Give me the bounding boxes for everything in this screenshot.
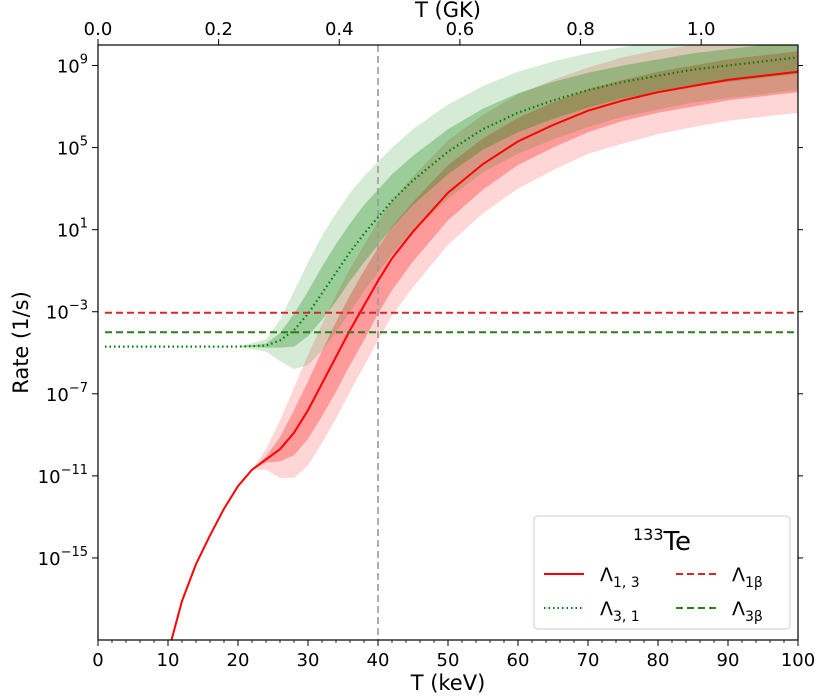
top-tick-label: 0.0 (84, 19, 113, 40)
series-lines (105, 56, 798, 640)
x-tick-label: 0 (92, 650, 103, 671)
legend-label-l31: Λ3, 1 (600, 598, 640, 625)
top-tick-label: 0.6 (446, 19, 475, 40)
top-tick-label: 0.2 (204, 19, 233, 40)
top-tick-label: 1.0 (687, 19, 716, 40)
x-tick-label: 50 (437, 650, 460, 671)
x-tick-label: 40 (367, 650, 390, 671)
x-tick-label: 20 (227, 650, 250, 671)
x-tick-label: 70 (577, 650, 600, 671)
top-x-axis-title: T (GK) (414, 0, 481, 22)
band-outer-l31 (105, 45, 798, 370)
series-line-l13 (170, 70, 798, 640)
x-tick-label: 80 (647, 650, 670, 671)
band-inner-l31 (105, 45, 798, 348)
legend-title-mass: 133 (633, 525, 664, 544)
legend-title-symbol: Te (663, 527, 691, 557)
legend-title: 133Te (633, 525, 691, 557)
top-tick-label: 0.8 (566, 19, 595, 40)
legend-entries: Λ1, 3 Λ3, 1 Λ1β Λ3β (544, 564, 763, 625)
axis-ticks: 0 10 20 30 40 50 60 70 80 90 100 0.0 0.2 0.4 0.6 0.8 1.0… (38, 19, 816, 671)
legend-label-l3b: Λ3β (732, 598, 763, 625)
y-tick-label: 10−7 (46, 381, 88, 406)
series-line-l31 (105, 56, 798, 348)
legend-box (533, 515, 791, 630)
y-tick-label: 109 (57, 53, 88, 78)
legend: 133Te Λ1, 3 Λ3, 1 Λ1β Λ3β (533, 515, 791, 630)
y-tick-label: 10−15 (38, 545, 88, 570)
y-tick-label: 10−3 (46, 299, 88, 324)
x-tick-label: 60 (507, 650, 530, 671)
legend-label-l13: Λ1, 3 (600, 564, 640, 591)
x-tick-label: 100 (781, 650, 815, 671)
y-axis-title: Rate (1/s) (9, 291, 33, 394)
top-tick-label: 0.4 (325, 19, 354, 40)
legend-label-l1b: Λ1β (732, 564, 763, 591)
x-tick-label: 90 (717, 650, 740, 671)
y-tick-label: 101 (57, 217, 88, 242)
x-tick-label: 30 (297, 650, 320, 671)
x-tick-label: 10 (157, 650, 180, 671)
y-tick-label: 105 (57, 135, 88, 160)
y-tick-label: 10−11 (38, 463, 88, 488)
band-inner-l13 (171, 51, 798, 640)
x-axis-title: T (keV) (410, 671, 486, 695)
